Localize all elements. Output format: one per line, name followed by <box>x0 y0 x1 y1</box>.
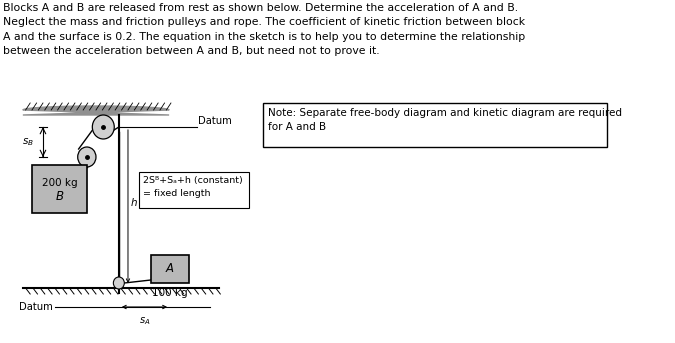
Text: B: B <box>55 189 63 202</box>
Text: $s_B$: $s_B$ <box>22 136 34 148</box>
Text: 200 kg: 200 kg <box>42 178 77 188</box>
Bar <box>32 165 87 213</box>
Circle shape <box>92 115 114 139</box>
Text: A: A <box>166 262 174 275</box>
Text: Blocks A and B are released from rest as shown below. Determine the acceleration: Blocks A and B are released from rest as… <box>3 3 525 56</box>
Text: 2Sᴮ+Sₐ+h (constant)
= fixed length: 2Sᴮ+Sₐ+h (constant) = fixed length <box>142 176 242 198</box>
Circle shape <box>78 147 96 167</box>
Text: Note: Separate free-body diagram and kinetic diagram are required
for A and B: Note: Separate free-body diagram and kin… <box>268 108 622 132</box>
Bar <box>139 172 248 208</box>
Text: Datum: Datum <box>198 116 232 126</box>
Text: h: h <box>131 198 137 208</box>
Circle shape <box>113 277 124 289</box>
Bar <box>263 103 607 147</box>
Bar <box>151 255 189 283</box>
Polygon shape <box>23 106 169 115</box>
Text: 100 kg: 100 kg <box>153 288 188 298</box>
Text: $s_A$: $s_A$ <box>138 315 151 327</box>
Text: Datum: Datum <box>20 302 53 312</box>
